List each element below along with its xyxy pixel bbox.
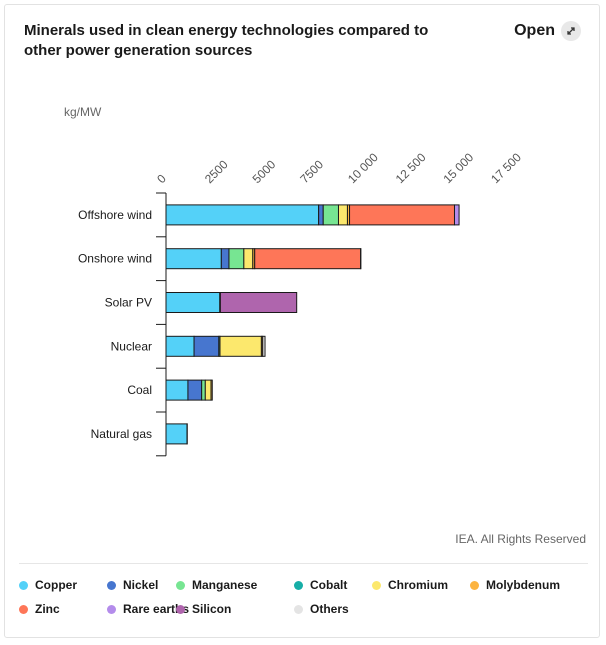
legend-item-copper[interactable]: Copper	[19, 578, 77, 592]
bar-segment-others[interactable]	[262, 335, 266, 357]
bar-segment-chromium[interactable]	[337, 204, 348, 226]
category-label: Onshore wind	[78, 252, 152, 266]
bar-segment-copper[interactable]	[165, 292, 221, 313]
bar-segment-nickel[interactable]	[220, 248, 230, 270]
bar-segment-nickel[interactable]	[318, 204, 324, 226]
legend-swatch	[294, 604, 303, 614]
legend-item-chromium[interactable]: Chromium	[372, 578, 448, 592]
bar-segment-chromium[interactable]	[219, 335, 262, 357]
x-tick-label: 5000	[250, 157, 279, 186]
x-tick-label: 10 000	[345, 150, 381, 186]
y-unit-label: kg/MW	[64, 105, 102, 119]
legend-swatch	[176, 580, 185, 590]
legend-label: Copper	[35, 578, 77, 592]
bar-segment-nickel[interactable]	[193, 335, 220, 357]
legend-item-rare-earths[interactable]: Rare earths	[107, 602, 189, 616]
bar-segment-chromium[interactable]	[243, 248, 254, 270]
chart-title: Minerals used in clean energy technologi…	[24, 22, 429, 59]
category-label: Solar PV	[105, 296, 152, 310]
bar-segment-copper[interactable]	[165, 248, 222, 270]
bar-segment-rare-earths[interactable]	[453, 204, 460, 226]
legend-label: Others	[310, 602, 349, 616]
legend-item-silicon[interactable]: Silicon	[176, 602, 231, 616]
bar-segment-manganese[interactable]	[228, 248, 245, 270]
category-label: Coal	[127, 383, 152, 397]
legend-item-cobalt[interactable]: Cobalt	[294, 578, 347, 592]
bar-segment-copper[interactable]	[165, 379, 189, 401]
legend-label: Silicon	[192, 602, 232, 616]
legend-label: Rare earths	[123, 602, 190, 616]
bar-segment-zinc[interactable]	[254, 248, 362, 270]
x-tick-label: 0	[154, 171, 169, 186]
bar-segment-manganese[interactable]	[322, 204, 339, 226]
bar-segment-copper[interactable]	[165, 335, 195, 357]
x-tick-label: 17 500	[488, 150, 524, 186]
legend-item-others[interactable]: Others	[294, 602, 349, 616]
legend-swatch	[176, 604, 185, 614]
legend-swatch	[294, 580, 303, 590]
legend-swatch	[470, 580, 479, 590]
legend-label: Manganese	[192, 578, 258, 592]
x-tick-label: 2500	[202, 157, 231, 186]
x-tick-label: 12 500	[393, 150, 429, 186]
x-tick-label: 15 000	[440, 150, 476, 186]
legend-label: Cobalt	[310, 578, 348, 592]
source-credit: IEA. All Rights Reserved	[455, 532, 586, 546]
bar-segment-chromium[interactable]	[204, 379, 212, 401]
legend-swatch	[19, 604, 28, 614]
bar-segment-copper[interactable]	[165, 423, 188, 445]
expand-icon	[561, 21, 581, 41]
x-tick-label: 7500	[297, 157, 326, 186]
category-label: Natural gas	[91, 427, 152, 441]
bar-segment-nickel[interactable]	[187, 379, 203, 401]
legend-item-manganese[interactable]: Manganese	[176, 578, 257, 592]
legend-divider	[19, 563, 588, 564]
legend-swatch	[372, 580, 381, 590]
legend-item-molybdenum[interactable]: Molybdenum	[470, 578, 560, 592]
open-label: Open	[514, 22, 555, 39]
category-label: Nuclear	[111, 339, 152, 353]
legend-item-zinc[interactable]: Zinc	[19, 602, 60, 616]
legend-swatch	[19, 580, 28, 590]
bar-segment-molybdenum[interactable]	[210, 379, 213, 401]
bar-segment-silicon[interactable]	[219, 292, 298, 313]
bar-chart: kg/MW 0 2500 5000 7500 10 000 12 500 15 000 17 …	[64, 105, 524, 457]
legend-label: Nickel	[123, 578, 159, 592]
legend-swatch	[107, 580, 116, 590]
legend-item-nickel[interactable]: Nickel	[107, 578, 158, 592]
legend-swatch	[107, 604, 116, 614]
bar-segment-zinc[interactable]	[349, 204, 455, 226]
chart-card: Minerals used in clean energy technologi…	[4, 4, 600, 638]
legend-label: Zinc	[35, 602, 60, 616]
bar-segment-copper[interactable]	[165, 204, 320, 226]
category-label: Offshore wind	[78, 208, 152, 222]
legend-label: Molybdenum	[486, 578, 560, 592]
bar-segment-manganese[interactable]	[201, 379, 206, 401]
open-button[interactable]: Open	[514, 21, 581, 41]
legend-label: Chromium	[388, 578, 448, 592]
